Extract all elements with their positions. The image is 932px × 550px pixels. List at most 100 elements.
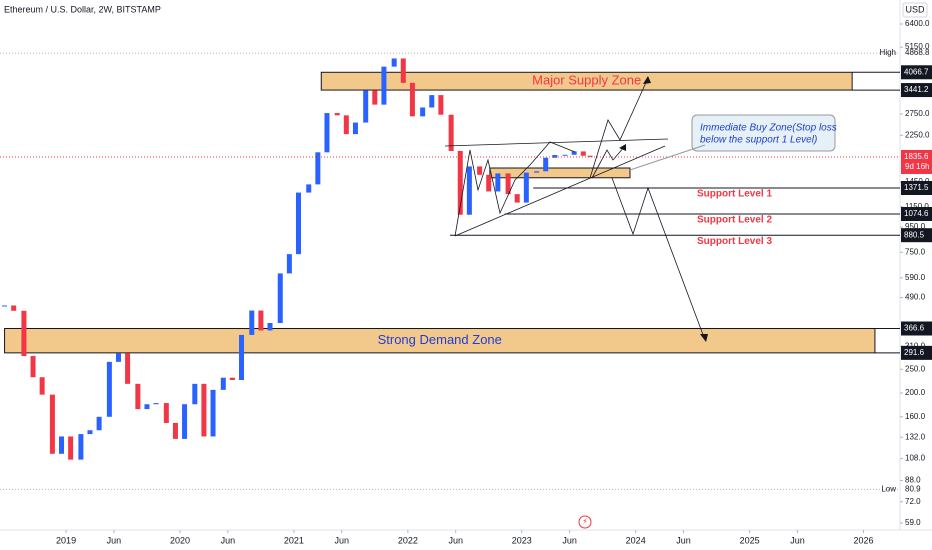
x-tick-label: Jun	[335, 535, 350, 545]
candle	[144, 404, 150, 410]
event-icon	[578, 515, 592, 529]
candle	[277, 273, 283, 324]
x-tick-label: Jun	[676, 535, 691, 545]
candle	[249, 310, 255, 335]
y-tick-label: 108.0	[905, 454, 926, 463]
currency-label: USD	[905, 4, 925, 14]
arrow-head	[700, 334, 708, 342]
chart-title: Ethereum / U.S. Dollar, 2W, BITSTAMP	[4, 4, 161, 14]
x-tick-label: 2025	[740, 535, 760, 545]
buy-zone-text: Immediate Buy Zone(Stop loss	[700, 123, 837, 134]
y-tick-label: 2750.0	[905, 109, 930, 118]
high-label: High	[880, 48, 896, 57]
candle	[562, 154, 568, 156]
currency-badge	[902, 2, 928, 18]
candle	[324, 113, 330, 153]
candle	[343, 115, 349, 135]
last-price-badge	[901, 149, 932, 174]
price-badge-label: 366.6	[904, 324, 925, 333]
candle	[420, 107, 426, 117]
x-tick-label: 2021	[284, 535, 304, 545]
candle	[400, 58, 406, 83]
last-price-label: 1835.6	[904, 152, 929, 161]
candle	[21, 310, 27, 357]
candle	[505, 173, 511, 195]
candle	[409, 82, 415, 117]
drawings: ⚡	[444, 76, 708, 529]
candle	[372, 90, 378, 105]
projection-arrow	[611, 177, 706, 341]
y-tick-label: 490.0	[905, 293, 926, 302]
y-tick-label: 132.0	[905, 432, 926, 441]
candle	[315, 152, 321, 185]
candle	[163, 403, 169, 423]
y-tick-label: 6400.0	[905, 19, 930, 28]
zone-label: Major Supply Zone	[532, 73, 641, 88]
price-badge	[901, 65, 932, 80]
price-badge	[901, 181, 932, 196]
candle	[334, 113, 340, 116]
candle	[429, 95, 435, 108]
candle	[391, 58, 397, 67]
candle	[59, 436, 65, 454]
arrow-head	[643, 76, 651, 84]
low-label: Low	[881, 484, 896, 493]
x-tick-label: 2019	[56, 535, 76, 545]
candle	[239, 334, 245, 381]
price-badge	[901, 345, 932, 360]
candle	[286, 254, 292, 274]
zone-label: Strong Demand Zone	[378, 332, 502, 347]
price-badge	[901, 206, 932, 221]
x-tick-label: Jun	[107, 535, 122, 545]
candle	[363, 90, 369, 123]
trendline	[444, 138, 669, 147]
support-label: Support Level 1	[697, 189, 772, 200]
x-tick-label: 2024	[626, 535, 646, 545]
candle	[68, 436, 74, 460]
candle	[11, 305, 17, 311]
y-tick-label: 200.0	[905, 388, 926, 397]
candle	[125, 353, 131, 384]
low-value: 80.9	[905, 484, 921, 493]
price-badge-label: 1371.5	[904, 183, 929, 192]
candle	[49, 394, 55, 454]
buy-zone-text: below the support 1 Level)	[700, 135, 817, 146]
candle	[210, 389, 216, 437]
candle	[523, 172, 529, 203]
candles	[2, 58, 593, 460]
candle	[229, 377, 235, 381]
x-tick-label: Jun	[790, 535, 805, 545]
price-badge	[901, 83, 932, 98]
wave-path	[454, 141, 576, 237]
y-tick-label: 590.0	[905, 273, 926, 282]
x-tick-label: Jun	[448, 535, 463, 545]
candle	[2, 305, 8, 307]
x-tick-label: 2020	[170, 535, 190, 545]
y-tick-label: 2250.0	[905, 130, 930, 139]
callout-line	[629, 144, 706, 171]
y-tick-label: 72.0	[905, 497, 921, 506]
y-tick-label: 5150.0	[905, 42, 930, 51]
candle	[587, 155, 593, 157]
candle	[106, 361, 112, 417]
price-badge-label: 1074.6	[904, 209, 929, 218]
event-icon-glyph: ⚡	[582, 517, 588, 526]
x-tick-label: 2023	[512, 535, 532, 545]
y-tick-label: 88.0	[905, 476, 921, 485]
price-badge	[901, 228, 932, 243]
candle	[495, 173, 501, 192]
y-tick-label: 250.0	[905, 364, 926, 373]
x-tick-label: 2022	[398, 535, 418, 545]
candle	[580, 151, 586, 156]
candle	[477, 166, 483, 175]
y-tick-label: 1150.0	[905, 202, 929, 211]
candle	[78, 434, 84, 460]
price-badge	[901, 321, 932, 336]
candle	[182, 404, 188, 439]
x-tick-label: Jun	[221, 535, 236, 545]
candle	[534, 171, 540, 173]
candle	[466, 166, 472, 215]
support-label: Support Level 2	[697, 215, 772, 226]
price-badge-label: 4066.7	[904, 67, 929, 76]
